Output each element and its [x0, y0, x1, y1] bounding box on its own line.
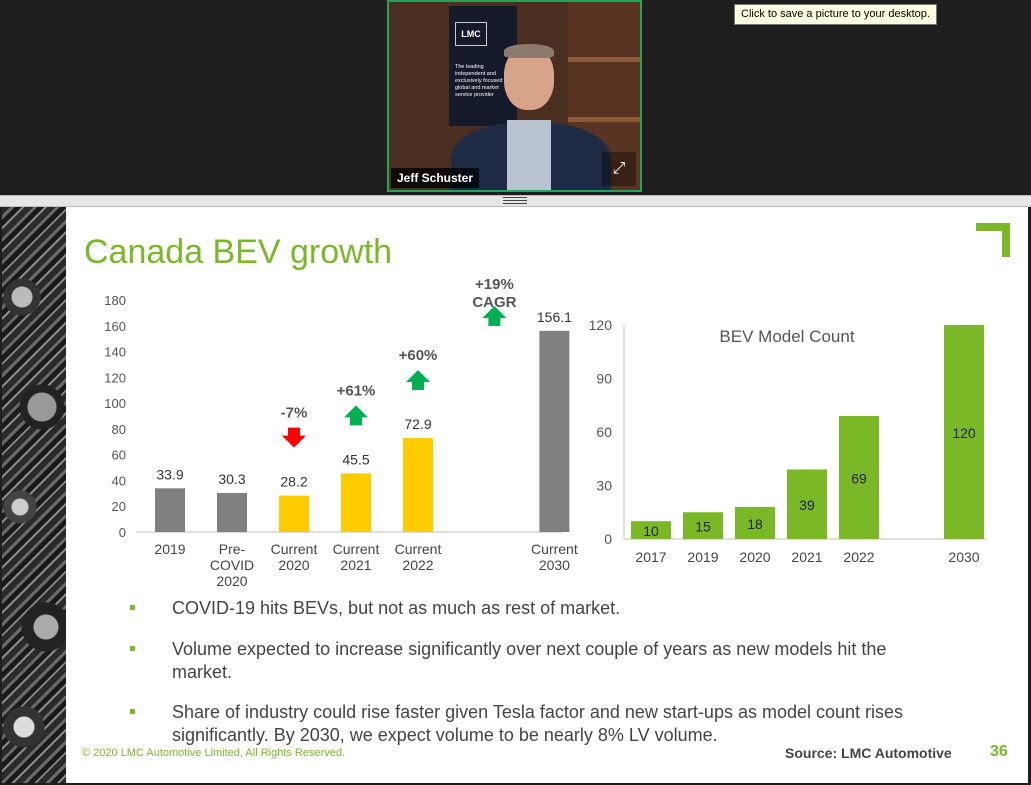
bullet-marker	[130, 646, 135, 651]
growth-annotation: CAGR	[472, 294, 516, 311]
data-label: 72.9	[404, 416, 431, 432]
bev-model-count-chart: BEV Model Count 0 30 60 90 120 10 2017 15 2019 18 2…	[589, 317, 987, 565]
speaker-hair	[504, 44, 554, 58]
x-tick-label: Current	[395, 541, 442, 557]
bar	[944, 325, 984, 539]
y-tick-label: 30	[596, 478, 612, 494]
x-tick-label: Pre-	[219, 541, 246, 557]
chart-title: BEV Model Count	[719, 327, 854, 346]
x-tick-label: 2022	[402, 557, 433, 573]
data-label: 69	[851, 470, 867, 486]
slide-title: Canada BEV growth	[84, 233, 393, 271]
data-label: 30.3	[218, 471, 245, 487]
bullet-item: COVID-19 hits BEVs, but not as much as r…	[126, 597, 916, 620]
banner-text: The leading independent and exclusively …	[455, 64, 503, 98]
x-tick-label: Current	[531, 541, 578, 557]
bar	[539, 330, 570, 532]
splitter-handle[interactable]	[0, 195, 1031, 207]
data-label: 45.5	[342, 451, 369, 467]
y-tick-label: 60	[112, 448, 126, 463]
y-tick-label: 120	[589, 317, 613, 333]
x-tick-label: 2021	[340, 557, 371, 573]
x-tick-label: 2021	[791, 549, 822, 565]
video-strip: LMC The leading independent and exclusiv…	[0, 0, 1031, 195]
growth-annotation: -7%	[281, 405, 308, 422]
bar	[631, 521, 671, 539]
slide-side-image	[2, 207, 66, 783]
down-arrow-icon	[282, 427, 306, 448]
data-label: 39	[799, 497, 815, 513]
bullet-text: COVID-19 hits BEVs, but not as much as r…	[172, 598, 621, 618]
data-label: 18	[747, 516, 763, 532]
speaker-shirt	[507, 120, 551, 190]
y-tick-label: 0	[604, 531, 612, 547]
expand-icon[interactable]: ⤢	[602, 152, 636, 186]
source-note: Source: LMC Automotive	[785, 745, 952, 761]
y-tick-label: 90	[596, 371, 612, 387]
bar	[787, 469, 827, 539]
data-label: 120	[952, 425, 976, 441]
y-tick-label: 40	[112, 473, 126, 488]
y-tick-label: 120	[104, 370, 126, 385]
data-label: 33.9	[156, 466, 183, 482]
bullet-text: Share of industry could rise faster give…	[172, 702, 904, 745]
bar	[839, 415, 879, 539]
y-tick-label: 140	[104, 345, 126, 360]
bookcase-shelf	[568, 117, 640, 122]
participant-video-tile[interactable]: LMC The leading independent and exclusiv…	[387, 0, 642, 192]
copyright-notice: © 2020 LMC Automotive Limited, All Right…	[82, 747, 346, 759]
y-tick-label: 0	[119, 525, 126, 540]
participant-name-tag: Jeff Schuster	[391, 168, 480, 188]
growth-annotation: +61%	[337, 382, 376, 399]
bar	[217, 492, 247, 532]
data-label: 156.1	[537, 309, 572, 325]
banner-logo: LMC	[455, 22, 487, 46]
bullet-item: Volume expected to increase significantl…	[126, 638, 916, 684]
x-tick-label: 2019	[154, 541, 185, 557]
up-arrow-icon	[406, 370, 430, 391]
x-tick-label: 2019	[687, 549, 718, 565]
corner-bracket-icon	[976, 223, 1010, 257]
x-tick-label: 2020	[216, 573, 247, 589]
x-tick-label: 2017	[635, 549, 666, 565]
growth-annotation: +19%	[475, 277, 514, 293]
save-picture-tooltip: Click to save a picture to your desktop.	[734, 4, 937, 25]
x-tick-label: 2030	[948, 549, 979, 565]
grip-icon[interactable]	[503, 197, 527, 205]
bullet-item: Share of industry could rise faster give…	[126, 701, 916, 747]
data-label: 10	[643, 523, 659, 539]
up-arrow-icon	[482, 306, 507, 326]
x-tick-label: Current	[271, 541, 318, 557]
bar	[403, 438, 433, 532]
y-tick-label: 100	[104, 396, 126, 411]
shared-slide: Canada BEV growth 0 20 40 60 80 100 120 140 160 1…	[2, 207, 1028, 783]
y-tick-label: 20	[112, 499, 126, 514]
bullet-marker	[130, 605, 135, 610]
data-label: 15	[695, 519, 711, 535]
bar	[683, 512, 723, 539]
y-tick-label: 60	[596, 424, 612, 440]
bev-volume-chart: 0 20 40 60 80 100 120 140 160 180 33.9 2019 30.3 Pre-…	[104, 277, 578, 589]
bar	[341, 473, 371, 532]
x-tick-label: 2030	[539, 557, 570, 573]
x-tick-label: Current	[333, 541, 380, 557]
x-tick-label: 2020	[278, 557, 309, 573]
growth-annotation: +60%	[399, 347, 438, 364]
bullet-marker	[130, 709, 135, 714]
page-number: 36	[990, 743, 1008, 760]
x-tick-label: 2022	[843, 549, 874, 565]
bookcase-shelf	[568, 57, 640, 62]
y-tick-label: 80	[112, 422, 126, 437]
x-tick-label: 2020	[739, 549, 770, 565]
bar	[155, 488, 185, 532]
x-tick-label: COVID	[210, 557, 254, 573]
up-arrow-icon	[344, 405, 368, 426]
bar	[735, 506, 775, 539]
data-label: 28.2	[280, 474, 307, 490]
bar	[279, 495, 309, 532]
y-tick-label: 180	[104, 293, 126, 308]
y-tick-label: 160	[104, 319, 126, 334]
bullet-text: Volume expected to increase significantl…	[172, 639, 887, 682]
